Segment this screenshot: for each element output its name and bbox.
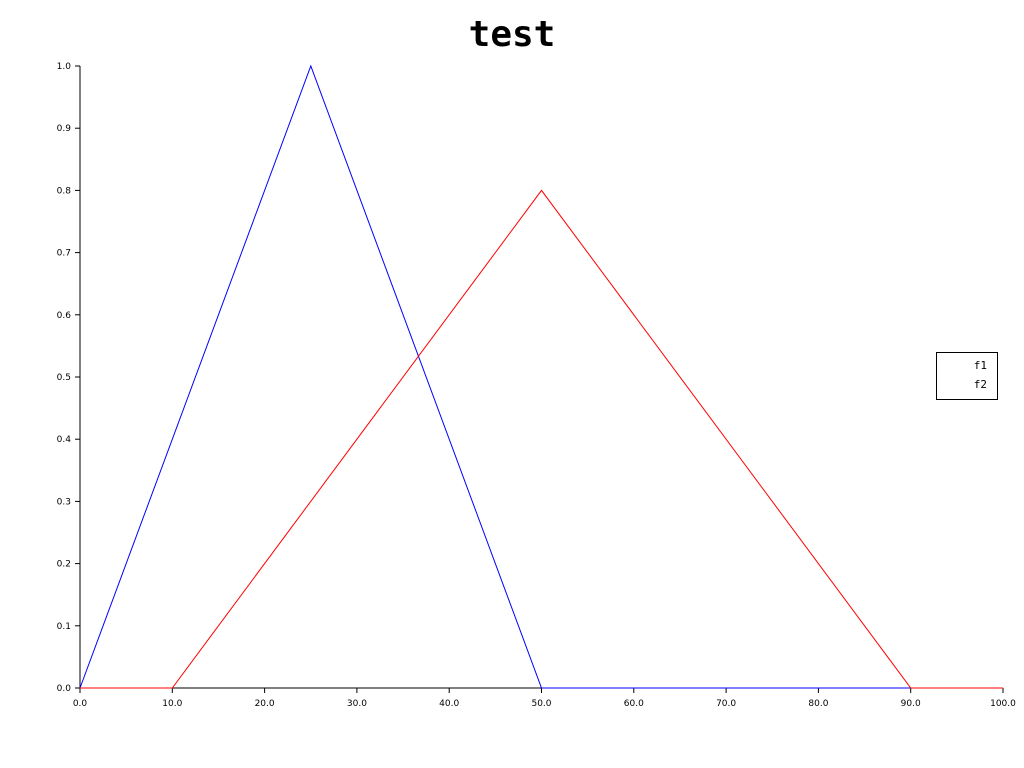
x-tick-label: 90.0 (901, 699, 921, 709)
series-line-f2 (80, 189, 1003, 689)
x-tick-label: 50.0 (531, 699, 551, 709)
x-tick-label: 70.0 (716, 699, 736, 709)
y-tick-label: 0.6 (57, 311, 72, 321)
legend: f1 f2 (936, 352, 998, 400)
x-tick-label: 20.0 (255, 699, 275, 709)
y-tick-label: 0.2 (57, 560, 71, 570)
y-tick-label: 0.4 (57, 435, 72, 445)
chart-title: test (468, 14, 556, 55)
x-tick-label: 0.0 (73, 699, 88, 709)
y-tick-label: 0.3 (57, 497, 71, 507)
y-tick-label: 0.1 (57, 622, 71, 632)
x-tick-label: 30.0 (347, 699, 367, 709)
y-tick-label: 0.9 (57, 124, 72, 134)
x-tick-label: 60.0 (624, 699, 644, 709)
x-tick-label: 10.0 (162, 699, 182, 709)
y-tick-label: 0.0 (57, 684, 72, 694)
x-tick-label: 40.0 (439, 699, 459, 709)
y-tick-label: 1.0 (57, 62, 72, 72)
legend-entry-f1: f1 (973, 359, 987, 372)
x-tick-label: 80.0 (808, 699, 828, 709)
y-tick-label: 0.5 (57, 373, 71, 383)
y-tick-label: 0.8 (57, 186, 72, 196)
series-line-f1 (79, 64, 1003, 689)
x-tick-label: 100.0 (990, 699, 1016, 709)
y-tick-label: 0.7 (57, 249, 71, 259)
legend-entry-f2: f2 (973, 378, 987, 391)
